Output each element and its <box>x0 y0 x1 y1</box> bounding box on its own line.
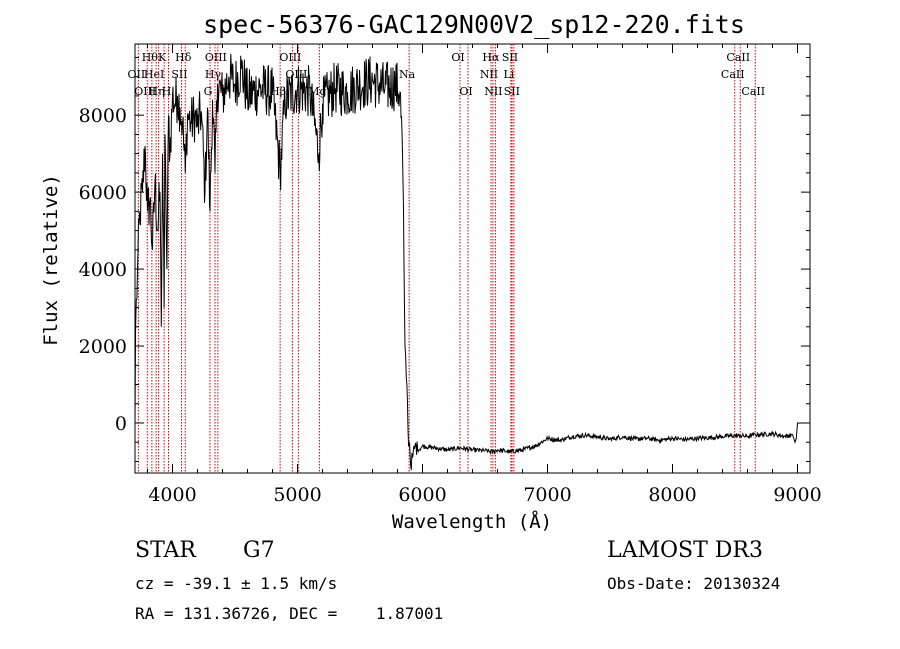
line-marker-label: Na <box>399 68 416 81</box>
line-markers: OIIOIIIHθHeIHηKHSIIHδGHγOIIIHβOIIIOIIIMg… <box>128 44 765 473</box>
x-tick-label: 4000 <box>148 484 196 506</box>
line-marker-label: SII <box>171 68 187 81</box>
line-marker-label: Mg <box>308 85 326 98</box>
line-marker-label: Hα <box>482 51 500 64</box>
object-class: STAR <box>135 538 196 563</box>
line-marker-label: Hη <box>149 85 165 98</box>
line-marker-label: Hγ <box>205 68 222 81</box>
line-marker-label: NII <box>484 85 502 98</box>
line-marker-label: G <box>204 85 213 98</box>
line-marker-label: OIII <box>205 51 227 64</box>
line-marker-label: CaII <box>741 85 765 98</box>
x-tick-label: 5000 <box>273 484 321 506</box>
x-axis-ticks: 4000 5000 6000 7000 8000 9000 <box>147 44 822 506</box>
obs-date: Obs-Date: 20130324 <box>607 574 781 593</box>
x-axis-label: Wavelength (Å) <box>392 510 552 533</box>
y-axis-label: Flux (relative) <box>40 174 62 346</box>
object-subclass: G7 <box>243 538 275 563</box>
line-marker-label: OIII <box>285 68 307 81</box>
coordinates: RA = 131.36726, DEC = 1.87001 <box>135 604 444 623</box>
y-tick-label: 8000 <box>79 105 127 127</box>
line-marker-label: Hθ <box>142 51 159 64</box>
line-marker-label: OII <box>128 68 146 81</box>
redshift-text: cz = -39.1 ± 1.5 km/s <box>135 574 338 593</box>
y-tick-label: 0 <box>115 413 127 435</box>
line-marker-label: SII <box>504 85 520 98</box>
line-marker-label: CaII <box>721 68 745 81</box>
line-marker-label: SII <box>502 51 518 64</box>
y-tick-label: 4000 <box>79 259 127 281</box>
line-marker-label: OI <box>451 51 464 64</box>
line-marker-label: HeI <box>144 68 164 81</box>
plot-frame <box>134 43 811 474</box>
x-tick-label: 9000 <box>773 484 821 506</box>
x-tick-label: 6000 <box>398 484 446 506</box>
line-marker-label: Hδ <box>175 51 192 64</box>
line-marker-label: OI <box>459 85 472 98</box>
x-tick-label: 7000 <box>523 484 571 506</box>
line-marker-label: OIII <box>279 51 301 64</box>
line-marker-label: OIII <box>134 85 156 98</box>
line-marker-label: K <box>158 51 167 64</box>
line-marker-label: Li <box>503 68 514 81</box>
y-tick-label: 6000 <box>79 182 127 204</box>
line-marker-label: CaII <box>726 51 750 64</box>
chart-title: spec-56376-GAC129N00V2_sp12-220.fits <box>203 10 745 39</box>
spectrum-line <box>134 53 810 471</box>
survey-name: LAMOST DR3 <box>607 538 763 563</box>
line-marker-label: NII <box>480 68 498 81</box>
x-tick-label: 8000 <box>648 484 696 506</box>
y-tick-label: 2000 <box>79 336 127 358</box>
line-marker-label: H <box>162 85 172 98</box>
y-axis-ticks: 0 2000 4000 6000 8000 <box>79 56 810 462</box>
